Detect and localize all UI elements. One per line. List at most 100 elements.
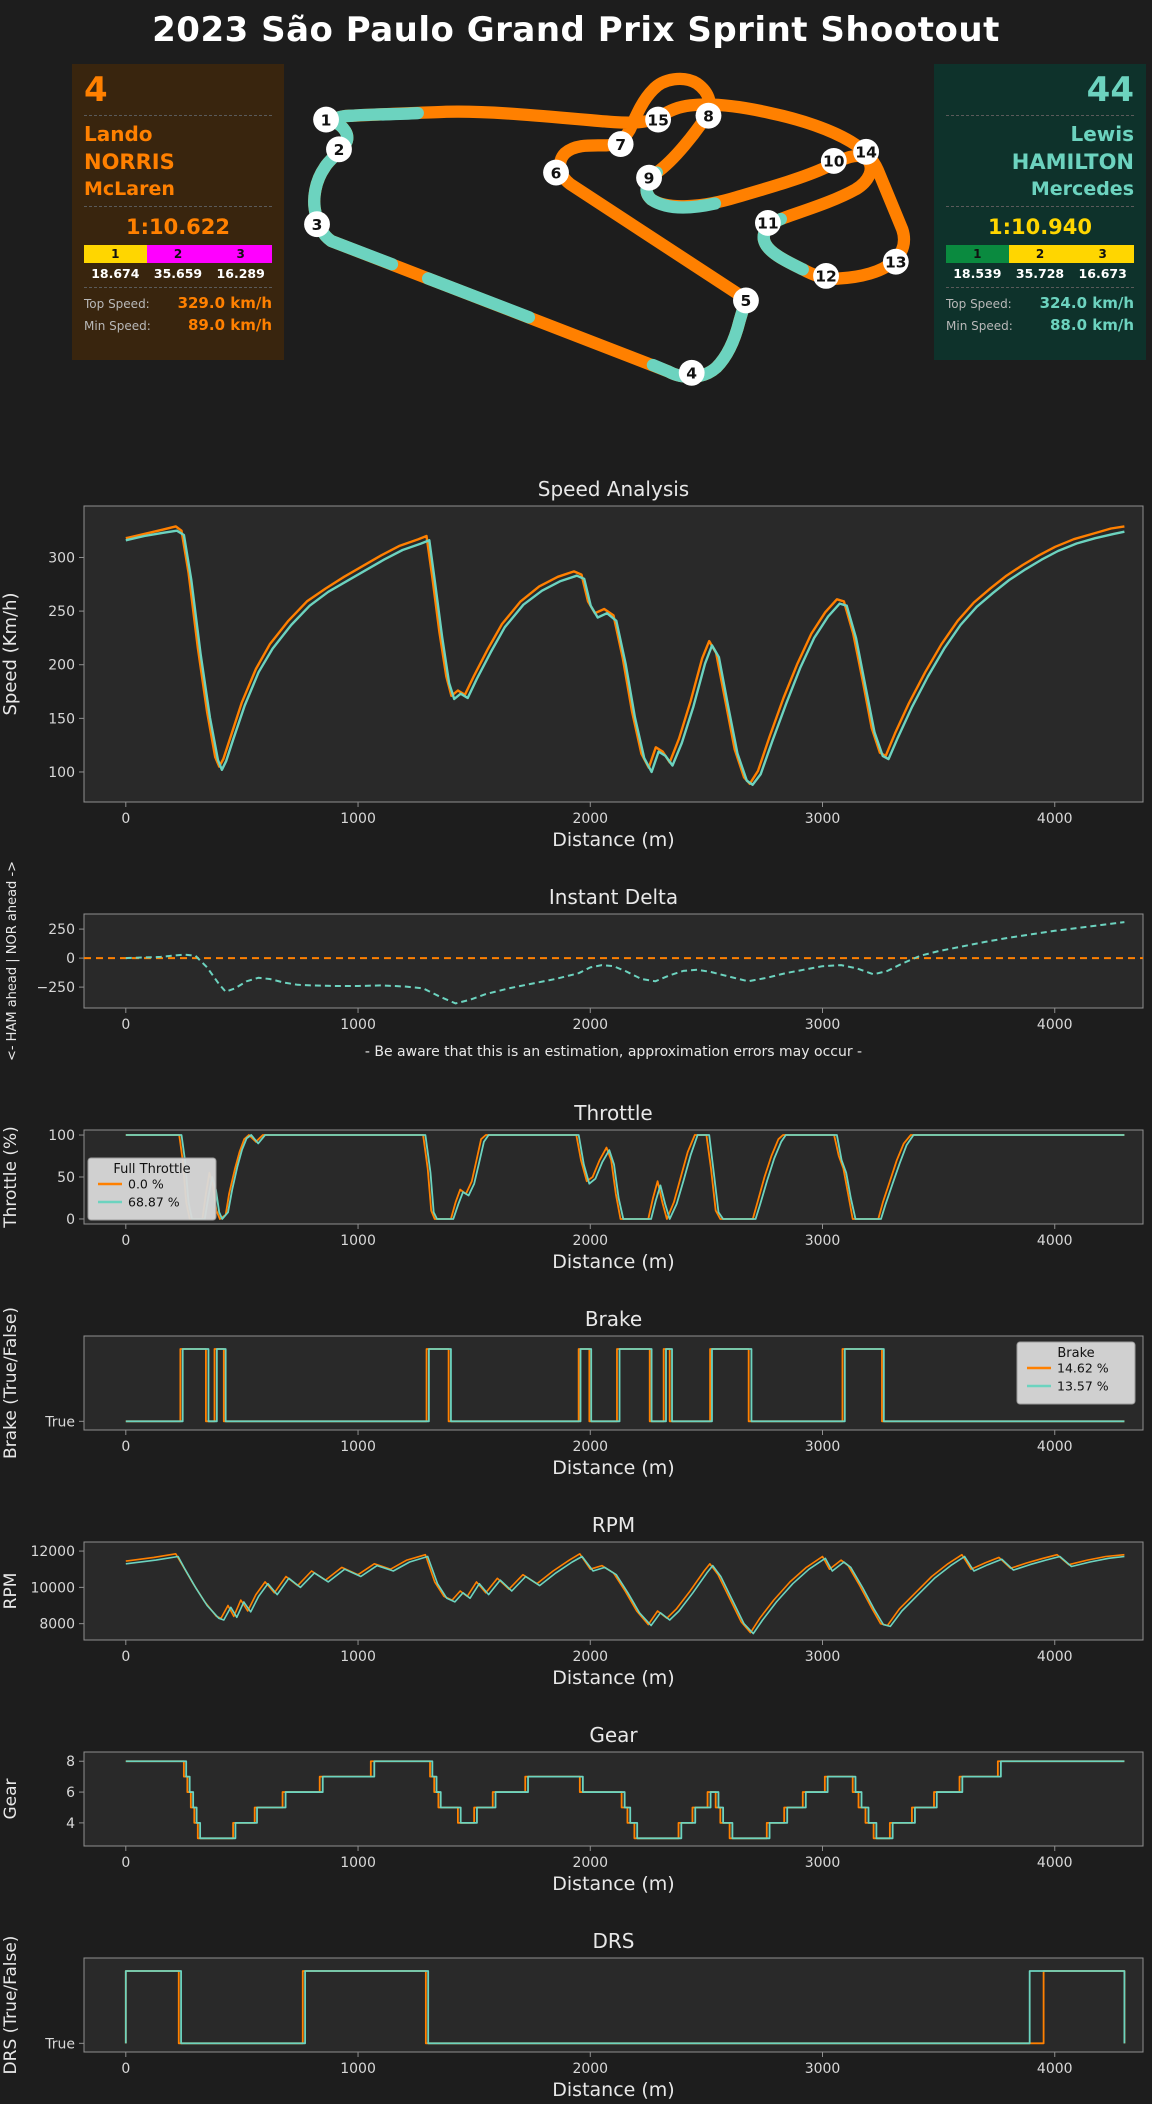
svg-text:3000: 3000 bbox=[805, 1233, 841, 1249]
svg-text:4000: 4000 bbox=[1037, 1233, 1073, 1249]
svg-text:0: 0 bbox=[121, 1017, 130, 1033]
series-HAM bbox=[125, 1760, 1125, 1840]
sector-values: 18.539 35.728 16.673 bbox=[946, 266, 1134, 281]
svg-text:6: 6 bbox=[66, 1785, 75, 1801]
divider bbox=[946, 206, 1134, 208]
svg-text:4000: 4000 bbox=[1037, 1855, 1073, 1871]
svg-text:3000: 3000 bbox=[805, 1649, 841, 1665]
chart-gear: Gear 4 6 8 0 1000 2000 3000 4000 Gear Distance (m) bbox=[1, 1723, 1144, 1895]
svg-text:Distance (m): Distance (m) bbox=[552, 829, 674, 851]
driver-number: 44 bbox=[1086, 70, 1134, 110]
svg-text:1: 1 bbox=[321, 111, 332, 129]
svg-text:12000: 12000 bbox=[30, 1544, 75, 1560]
corner-marker-9: 9 bbox=[636, 164, 662, 191]
min-speed-row: Min Speed: 89.0 km/h bbox=[84, 316, 272, 334]
svg-text:0: 0 bbox=[66, 1212, 75, 1228]
top-speed-value: 329.0 km/h bbox=[177, 294, 272, 313]
chart-block-throttle: Throttle 0 50 100 0 1000 2000 3000 4000 Throttle … bbox=[0, 1100, 1152, 1276]
divider bbox=[946, 115, 1134, 117]
corner-marker-15: 15 bbox=[645, 106, 672, 133]
svg-text:8000: 8000 bbox=[39, 1617, 75, 1633]
corner-marker-13: 13 bbox=[882, 248, 909, 275]
svg-text:0: 0 bbox=[66, 951, 75, 967]
driver-last-name: NORRIS bbox=[84, 150, 175, 175]
svg-text:<- HAM ahead | NOR ahead ->: <- HAM ahead | NOR ahead -> bbox=[5, 861, 20, 1061]
chart-drs: DRS True 0 1000 2000 3000 4000 DRS (True/False)… bbox=[1, 1929, 1144, 2101]
svg-text:2000: 2000 bbox=[572, 2061, 608, 2077]
svg-text:Distance (m): Distance (m) bbox=[552, 2079, 674, 2101]
svg-text:200: 200 bbox=[48, 658, 75, 674]
svg-text:Brake: Brake bbox=[1057, 1346, 1094, 1361]
svg-text:14.62 %: 14.62 % bbox=[1057, 1361, 1109, 1376]
svg-text:0: 0 bbox=[121, 1233, 130, 1249]
svg-text:2000: 2000 bbox=[572, 1439, 608, 1455]
sector-values: 18.674 35.659 16.289 bbox=[84, 266, 272, 281]
divider bbox=[84, 115, 272, 117]
min-speed-label: Min Speed: bbox=[84, 319, 151, 334]
lap-time: 1:10.622 bbox=[125, 215, 231, 240]
series-HAM bbox=[124, 1970, 1126, 2045]
svg-text:11: 11 bbox=[757, 215, 779, 233]
min-speed-value: 89.0 km/h bbox=[188, 316, 272, 335]
svg-text:4000: 4000 bbox=[1037, 1439, 1073, 1455]
svg-text:3000: 3000 bbox=[805, 1439, 841, 1455]
corner-marker-8: 8 bbox=[695, 102, 722, 129]
sector-value: 16.673 bbox=[1078, 266, 1127, 282]
driver-number: 4 bbox=[84, 70, 108, 110]
svg-text:True: True bbox=[44, 2036, 75, 2052]
svg-text:10: 10 bbox=[823, 153, 845, 171]
svg-text:1000: 1000 bbox=[340, 811, 376, 827]
series-HAM bbox=[125, 1555, 1125, 1635]
sector-segment: 3 bbox=[209, 245, 273, 264]
top-speed-row: Top Speed: 329.0 km/h bbox=[84, 294, 272, 312]
svg-text:Speed (Km/h): Speed (Km/h) bbox=[0, 592, 21, 715]
svg-text:100: 100 bbox=[48, 1128, 75, 1144]
chart-block-drs: DRS True 0 1000 2000 3000 4000 DRS (True/False)… bbox=[0, 1928, 1152, 2104]
top-speed-row: Top Speed: 324.0 km/h bbox=[946, 294, 1134, 312]
track-segment-ham-2 bbox=[421, 272, 536, 324]
svg-text:Full Throttle: Full Throttle bbox=[113, 1162, 190, 1177]
corner-marker-6: 6 bbox=[543, 159, 569, 186]
svg-text:2000: 2000 bbox=[572, 1855, 608, 1871]
series-HAM bbox=[125, 529, 1125, 786]
svg-text:100: 100 bbox=[48, 765, 75, 781]
svg-text:3000: 3000 bbox=[805, 2061, 841, 2077]
svg-text:RPM: RPM bbox=[1, 1573, 21, 1610]
divider bbox=[84, 206, 272, 208]
sector-value: 18.674 bbox=[91, 266, 140, 282]
min-speed-label: Min Speed: bbox=[946, 319, 1013, 334]
corner-marker-2: 2 bbox=[326, 136, 352, 163]
svg-text:150: 150 bbox=[48, 711, 75, 727]
corner-marker-12: 12 bbox=[813, 262, 839, 289]
divider bbox=[84, 287, 272, 289]
svg-text:1000: 1000 bbox=[340, 1855, 376, 1871]
svg-text:250: 250 bbox=[48, 604, 75, 620]
charts-section: Speed Analysis 100 150 200 250 300 0 1000 2000 30… bbox=[0, 476, 1152, 2104]
svg-text:3000: 3000 bbox=[805, 1855, 841, 1871]
min-speed-value: 88.0 km/h bbox=[1050, 316, 1134, 335]
top-speed-label: Top Speed: bbox=[946, 297, 1012, 312]
chart-delta: Instant Delta −250 0 250 0 1000 2000 3000 4000 <-… bbox=[5, 861, 1144, 1061]
track-map: 1 2 3 4 5 6 7 8 9 10 11 12 13 14 15 bbox=[284, 64, 934, 392]
svg-text:Distance (m): Distance (m) bbox=[552, 1873, 674, 1895]
track-outline bbox=[308, 72, 911, 383]
svg-text:2: 2 bbox=[334, 141, 345, 159]
driver-first-name: Lewis bbox=[1070, 122, 1134, 147]
svg-text:10000: 10000 bbox=[30, 1580, 75, 1596]
corner-marker-3: 3 bbox=[304, 211, 330, 238]
svg-text:Brake: Brake bbox=[585, 1307, 642, 1331]
svg-text:True: True bbox=[44, 1414, 75, 1430]
svg-text:15: 15 bbox=[647, 111, 669, 129]
svg-text:5: 5 bbox=[741, 292, 752, 310]
svg-text:1000: 1000 bbox=[340, 2061, 376, 2077]
svg-text:0.0 %: 0.0 % bbox=[128, 1177, 164, 1192]
series-NOR bbox=[125, 525, 1125, 785]
series-delta-ham-nor bbox=[125, 921, 1125, 1005]
